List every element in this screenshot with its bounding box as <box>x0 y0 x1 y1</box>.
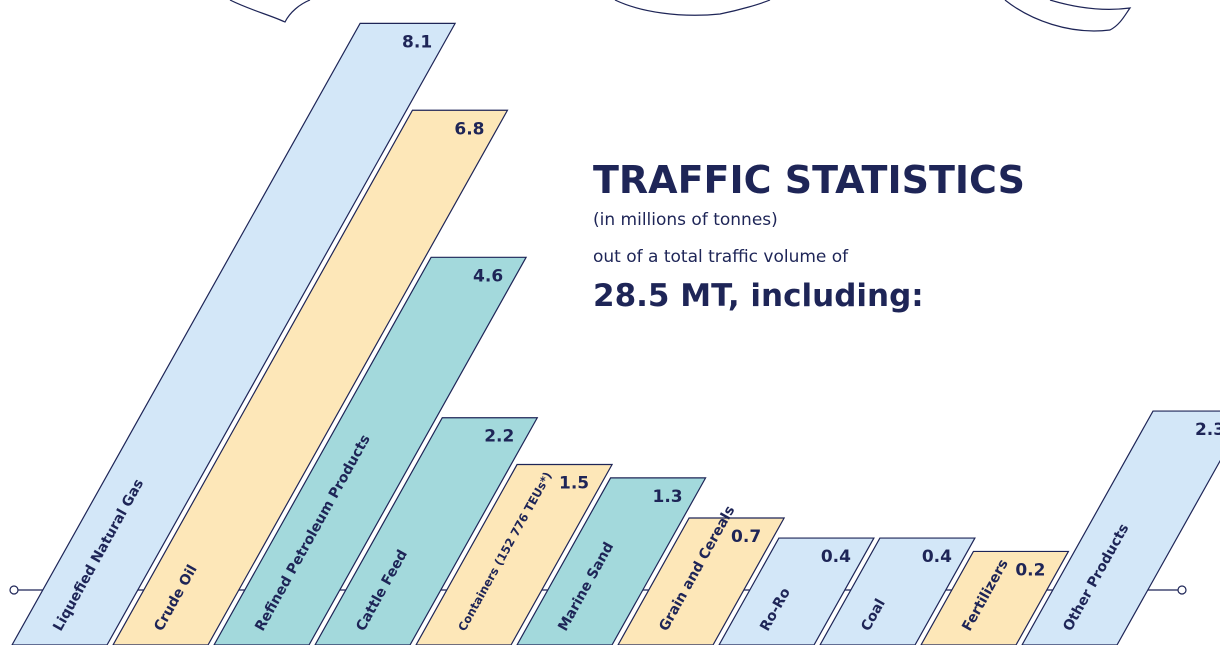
value-label: 4.6 <box>473 266 503 286</box>
ribbon <box>230 0 310 22</box>
ribbon <box>1005 0 1130 31</box>
baseline-end <box>10 586 18 594</box>
value-label: 0.7 <box>731 527 761 547</box>
value-label: 2.3 <box>1195 420 1220 440</box>
ribbon <box>615 0 770 15</box>
value-label: 1.5 <box>559 474 589 494</box>
total: 28.5 MT, including: <box>593 278 924 314</box>
value-label: 8.1 <box>402 32 432 52</box>
value-label: 1.3 <box>653 487 683 507</box>
chart-title: TRAFFIC STATISTICS <box>593 158 1025 202</box>
baseline-end <box>1178 586 1186 594</box>
value-label: 6.8 <box>454 119 484 139</box>
note: out of a total traffic volume of <box>593 247 849 267</box>
chart: 8.1Liquefied Natural Gas6.8Crude Oil4.6R… <box>0 0 1220 645</box>
subtitle: (in millions of tonnes) <box>593 210 778 230</box>
page: {"chart_data": {"type": "slanted-bar", "… <box>0 0 1220 645</box>
value-label: 0.4 <box>821 547 851 567</box>
value-label: 0.2 <box>1015 560 1045 580</box>
value-label: 2.2 <box>484 427 514 447</box>
value-label: 0.4 <box>922 547 952 567</box>
